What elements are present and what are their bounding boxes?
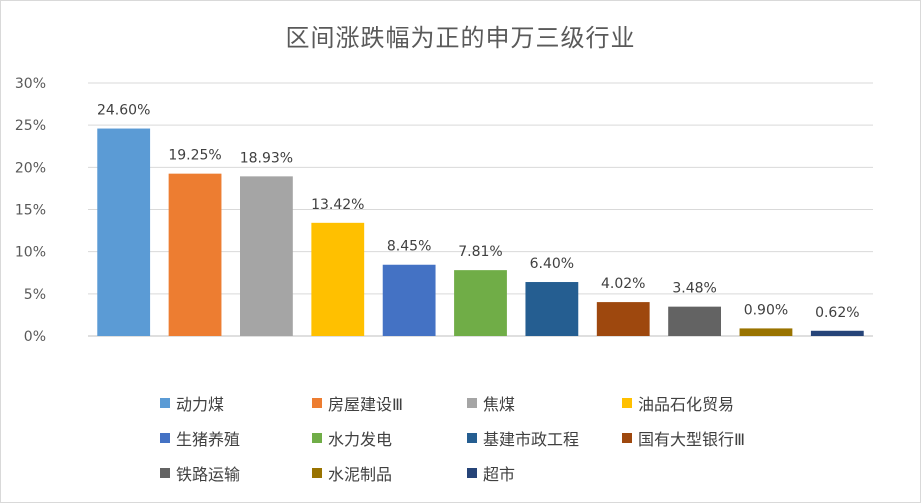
bar-3 [311,222,365,336]
legend-item: 动力煤 [160,392,312,414]
y-tick-label: 15% [15,203,46,219]
data-label: 18.93% [240,150,293,166]
legend-label: 基建市政工程 [483,430,580,449]
data-label: 7.81% [458,244,502,260]
legend-swatch [160,398,170,408]
chart-title: 区间涨跌幅为正的申万三级行业 [285,24,636,52]
y-tick-label: 20% [15,160,46,176]
legend-swatch [312,433,322,443]
data-label: 24.60% [97,103,150,119]
bar-6 [525,282,579,336]
bar-9 [739,328,793,336]
legend-swatch [160,468,170,478]
legend-swatch [467,468,477,478]
legend-item: 房屋建设Ⅲ [312,392,467,414]
legend-swatch [622,433,632,443]
legend-label: 生猪养殖 [176,430,241,449]
legend-item: 水泥制品 [312,462,467,484]
y-tick-label: 5% [24,287,46,303]
legend-item: 油品石化贸易 [622,392,800,414]
legend-label: 铁路运输 [176,465,241,484]
bar-4 [382,264,436,336]
data-label: 13.42% [311,197,364,213]
legend-label: 焦煤 [483,395,516,414]
bar-10 [810,330,864,336]
bar-2 [240,176,293,336]
data-label: 19.25% [168,148,221,164]
bar-1 [168,173,222,336]
legend-label: 水力发电 [328,430,393,449]
data-label: 8.45% [387,239,431,255]
bar-8 [668,306,721,336]
legend-item: 水力发电 [312,427,467,449]
data-label: 6.40% [530,256,574,272]
legend-label: 动力煤 [176,395,225,414]
legend-item: 基建市政工程 [467,427,622,449]
data-label: 0.90% [744,302,788,318]
y-tick-label: 30% [15,76,46,92]
data-label: 3.48% [672,281,716,297]
bar-5 [454,270,507,336]
legend-item: 焦煤 [467,392,622,414]
bar-7 [596,302,650,336]
legend-swatch [312,398,322,408]
y-tick-label: 25% [15,118,46,134]
y-tick-label: 10% [15,245,46,261]
bar-0 [97,128,151,336]
chart-legend: 动力煤 房屋建设Ⅲ 焦煤 油品石化贸易生猪养殖 水力发电 基建市政工程 国有大型银行Ⅲ 铁路运… [160,392,800,484]
legend-swatch [160,433,170,443]
legend-swatch [312,468,322,478]
legend-item: 国有大型银行Ⅲ [622,427,800,449]
legend-swatch [467,398,477,408]
legend-label: 国有大型银行Ⅲ [638,430,746,449]
legend-label: 油品石化贸易 [638,395,735,414]
legend-item: 铁路运输 [160,462,312,484]
legend-item: 生猪养殖 [160,427,312,449]
legend-label: 房屋建设Ⅲ [328,395,404,414]
data-label: 0.62% [815,305,859,321]
legend-label: 超市 [483,465,516,484]
y-tick-label: 0% [24,329,46,345]
legend-swatch [467,433,477,443]
data-label: 4.02% [601,276,645,292]
legend-label: 水泥制品 [328,465,393,484]
legend-item: 超市 [467,462,622,484]
legend-swatch [622,398,632,408]
